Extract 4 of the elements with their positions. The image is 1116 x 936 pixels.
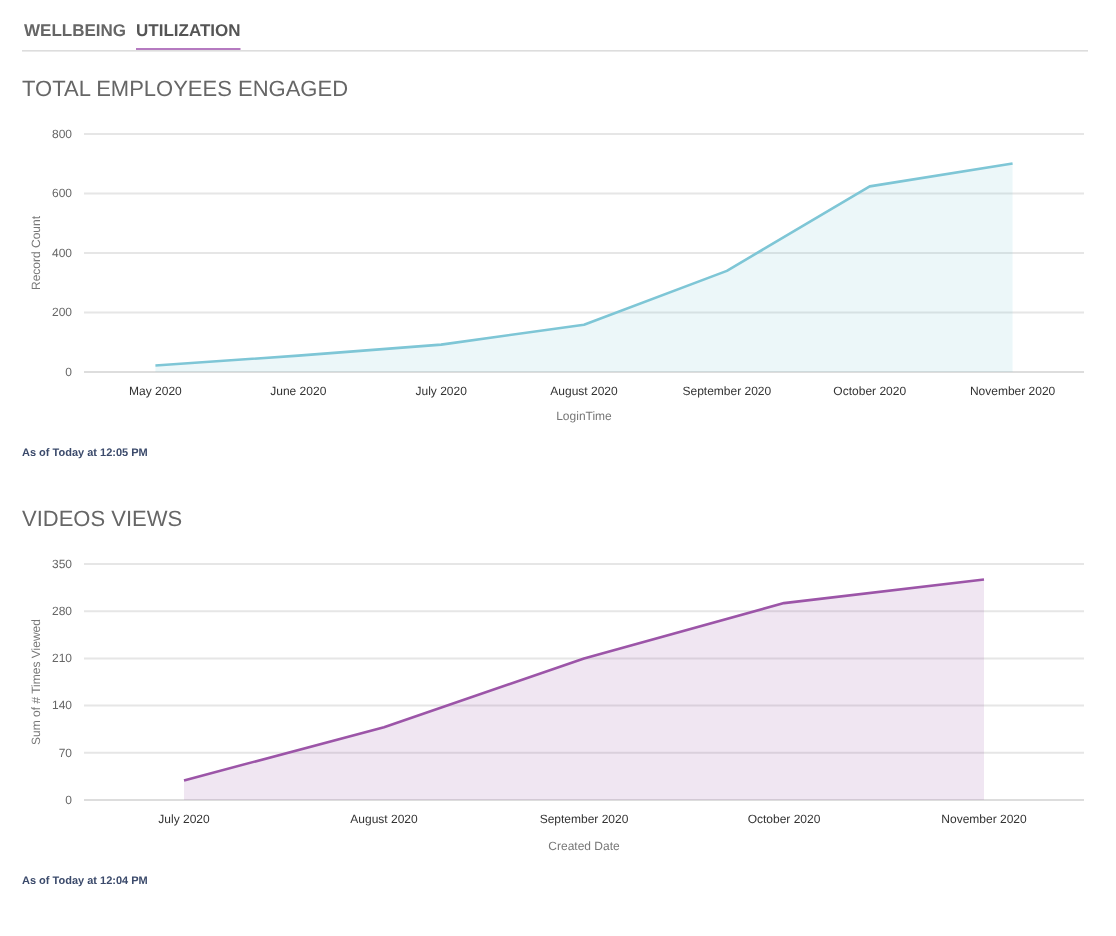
chart-title: TOTAL EMPLOYEES ENGAGED	[22, 78, 349, 102]
chart-title: VIDEOS VIEWS	[22, 508, 183, 532]
text: UTILIZATION	[136, 20, 241, 40]
text: WELLBEING	[24, 20, 127, 40]
